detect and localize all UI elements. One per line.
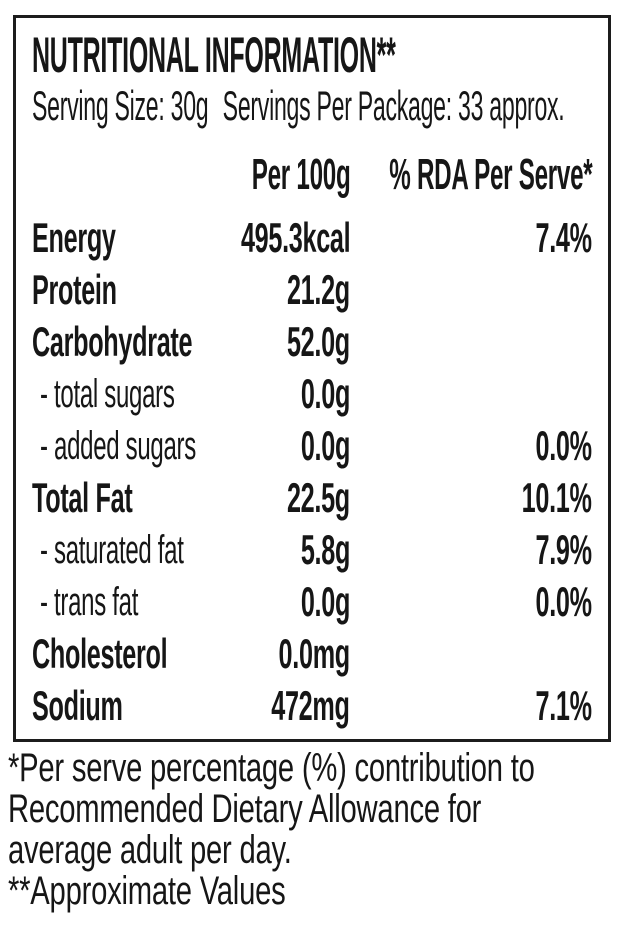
serving-info: Serving Size: 30g Servings Per Package: 3…: [32, 82, 565, 130]
footnote-line: Recommended Dietary Allowance for: [8, 789, 618, 830]
table-row-total-sugars: - total sugars 0.0g: [32, 368, 592, 420]
table-row-protein: Protein 21.2g: [32, 264, 592, 316]
nutrient-label: Total Fat: [32, 474, 133, 521]
nutrient-label: - trans fat: [40, 580, 139, 624]
nutrient-label: - added sugars: [40, 424, 196, 468]
column-header-per-100g: Per 100g: [251, 150, 350, 199]
table-row-saturated-fat: - saturated fat 5.8g 7.9%: [32, 524, 592, 576]
servings-per-package-text: Servings Per Package: 33 approx.: [222, 82, 565, 129]
nutrient-label: Protein: [32, 266, 117, 313]
per-100g-value: 495.3kcal: [240, 214, 351, 261]
per-100g-value: 0.0mg: [278, 630, 351, 677]
per-100g-value: 22.5g: [287, 474, 350, 521]
footnote-line: **Approximate Values: [8, 871, 618, 912]
per-100g-value: 21.2g: [287, 266, 350, 313]
per-100g-value: 5.8g: [300, 526, 351, 573]
table-header-row: Per 100g % RDA Per Serve*: [32, 152, 592, 198]
per-100g-value: 472mg: [271, 682, 351, 729]
panel-title-line: NUTRITIONAL INFORMATION**: [32, 28, 592, 82]
serving-size-text: Serving Size: 30g: [32, 82, 209, 129]
footnote-line: average adult per day.: [8, 830, 618, 871]
table-row-carbohydrate: Carbohydrate 52.0g: [32, 316, 592, 368]
table-row-energy: Energy 495.3kcal 7.4%: [32, 212, 592, 264]
rda-per-serve-value: 10.1%: [522, 474, 592, 521]
footnote-text: *Per serve percentage (%) contribution t…: [8, 746, 535, 790]
nutrient-label: Carbohydrate: [32, 318, 193, 365]
footnote-text: average adult per day.: [8, 828, 292, 872]
rda-per-serve-value: 7.4%: [535, 214, 593, 261]
per-100g-value: 0.0g: [300, 422, 351, 469]
rda-per-serve-value: 7.1%: [535, 682, 593, 729]
nutrient-label: Cholesterol: [32, 630, 168, 677]
per-100g-value: 0.0g: [300, 370, 351, 417]
serving-info-line: Serving Size: 30g Servings Per Package: 3…: [32, 82, 592, 130]
nutrient-label: Energy: [32, 214, 116, 261]
nutrient-table: Energy 495.3kcal 7.4% Protein 21.2g Carb…: [32, 212, 592, 732]
rda-per-serve-value: 0.0%: [535, 422, 593, 469]
panel-title: NUTRITIONAL INFORMATION**: [32, 27, 396, 83]
table-row-sodium: Sodium 472mg 7.1%: [32, 680, 592, 732]
nutrient-label: - total sugars: [40, 372, 175, 416]
nutrient-label: Sodium: [32, 682, 123, 729]
table-row-cholesterol: Cholesterol 0.0mg: [32, 628, 592, 680]
nutrition-panel: NUTRITIONAL INFORMATION** Serving Size: …: [13, 15, 611, 742]
footnote-text: Recommended Dietary Allowance for: [8, 787, 482, 831]
per-100g-value: 52.0g: [287, 318, 350, 365]
rda-per-serve-value: 7.9%: [535, 526, 593, 573]
table-row-added-sugars: - added sugars 0.0g 0.0%: [32, 420, 592, 472]
footnote-line: *Per serve percentage (%) contribution t…: [8, 748, 618, 789]
column-header-rda-per-serve: % RDA Per Serve*: [388, 150, 592, 199]
table-row-trans-fat: - trans fat 0.0g 0.0%: [32, 576, 592, 628]
per-100g-value: 0.0g: [300, 578, 351, 625]
rda-per-serve-value: 0.0%: [535, 578, 593, 625]
footnotes: *Per serve percentage (%) contribution t…: [8, 748, 618, 912]
nutrient-label: - saturated fat: [40, 528, 184, 572]
table-row-total-fat: Total Fat 22.5g 10.1%: [32, 472, 592, 524]
footnote-text: **Approximate Values: [8, 869, 286, 913]
